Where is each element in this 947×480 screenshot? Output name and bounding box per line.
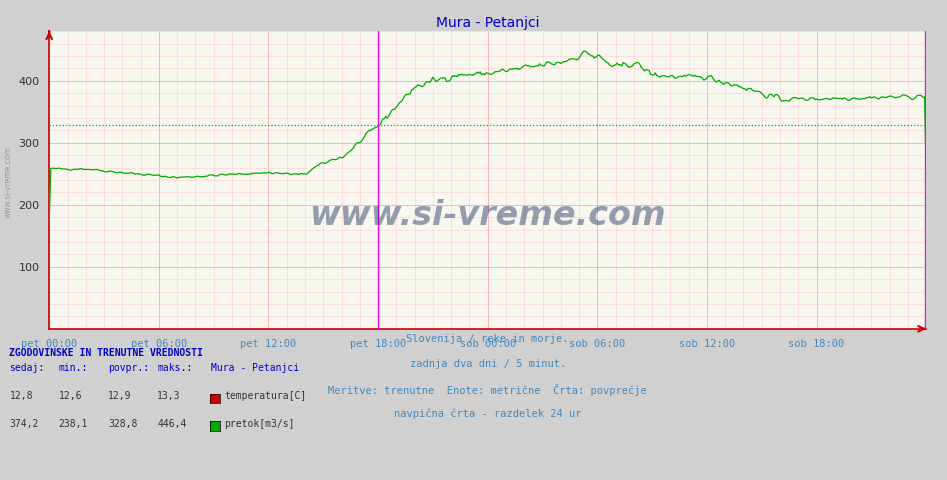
Text: www.si-vreme.com: www.si-vreme.com — [4, 146, 13, 218]
Text: 446,4: 446,4 — [157, 419, 187, 429]
Text: Mura - Petanjci: Mura - Petanjci — [211, 363, 299, 373]
Text: 238,1: 238,1 — [59, 419, 88, 429]
Text: pretok[m3/s]: pretok[m3/s] — [224, 419, 295, 429]
Text: 12,9: 12,9 — [108, 391, 132, 401]
Text: 374,2: 374,2 — [9, 419, 39, 429]
Text: Meritve: trenutne  Enote: metrične  Črta: povprečje: Meritve: trenutne Enote: metrične Črta: … — [329, 384, 647, 396]
Title: Mura - Petanjci: Mura - Petanjci — [436, 16, 540, 30]
Text: ZGODOVINSKE IN TRENUTNE VREDNOSTI: ZGODOVINSKE IN TRENUTNE VREDNOSTI — [9, 348, 204, 358]
Text: 328,8: 328,8 — [108, 419, 137, 429]
Text: 12,8: 12,8 — [9, 391, 33, 401]
Text: navpična črta - razdelek 24 ur: navpična črta - razdelek 24 ur — [394, 408, 581, 419]
Text: Slovenija / reke in morje.: Slovenija / reke in morje. — [406, 334, 569, 344]
Text: min.:: min.: — [59, 363, 88, 373]
Text: www.si-vreme.com: www.si-vreme.com — [310, 199, 666, 232]
Text: maks.:: maks.: — [157, 363, 192, 373]
Text: sedaj:: sedaj: — [9, 363, 45, 373]
Text: zadnja dva dni / 5 minut.: zadnja dva dni / 5 minut. — [410, 359, 565, 369]
Text: temperatura[C]: temperatura[C] — [224, 391, 307, 401]
Text: 12,6: 12,6 — [59, 391, 82, 401]
Text: povpr.:: povpr.: — [108, 363, 149, 373]
Text: 13,3: 13,3 — [157, 391, 181, 401]
